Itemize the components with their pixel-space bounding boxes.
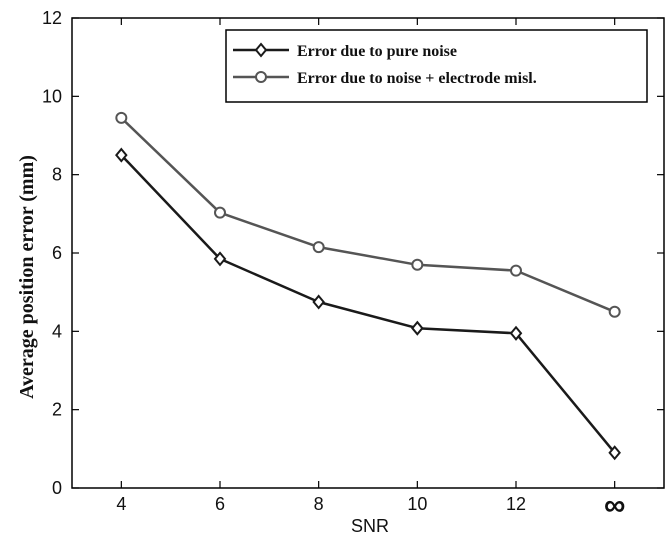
data-point-circle [608, 305, 621, 318]
data-point-circle [115, 111, 128, 124]
data-point-diamond [312, 294, 325, 310]
y-tick-label: 2 [52, 400, 62, 420]
data-point-diamond [509, 325, 523, 341]
data-point-circle [214, 206, 226, 219]
y-tick-label: 4 [52, 321, 62, 341]
data-point-diamond [115, 147, 128, 163]
data-point-diamond [411, 320, 424, 336]
x-axis-label: SNR [351, 516, 389, 536]
series-line-noise-misl [120, 116, 616, 313]
data-point-circle [411, 258, 424, 271]
y-tick-label: 0 [52, 478, 62, 498]
data-point-circle [510, 264, 522, 277]
x-tick-label: 8 [314, 494, 324, 514]
data-point-circle [312, 241, 325, 254]
data-point-diamond [608, 445, 621, 461]
series-line-pure-noise [120, 154, 616, 454]
legend-circle-marker [255, 71, 267, 83]
y-tick-label: 8 [52, 165, 62, 185]
y-tick-label: 6 [52, 243, 62, 263]
y-tick-label: 12 [42, 8, 62, 28]
legend-label-pure-noise: Error due to pure noise [297, 43, 457, 60]
x-tick-label: ∞ [604, 489, 625, 522]
legend-label-noise-misl: Error due to noise + electrode misl. [297, 70, 537, 87]
x-tick-label: 6 [215, 494, 225, 514]
plot-area: 0 2 4 6 8 10 12 4 6 8 10 12 ∞ [42, 8, 665, 522]
legend-diamond-marker [254, 42, 268, 58]
legend-box [225, 29, 648, 103]
x-tick-label: 4 [116, 494, 126, 514]
legend: Error due to pure noise Error due to noi… [225, 29, 648, 103]
y-axis-label: Average position error (mm) [16, 155, 38, 399]
data-point-diamond [213, 251, 227, 267]
x-tick-label: 12 [506, 494, 526, 514]
x-tick-label: 10 [407, 494, 427, 514]
y-tick-label: 10 [42, 86, 62, 106]
